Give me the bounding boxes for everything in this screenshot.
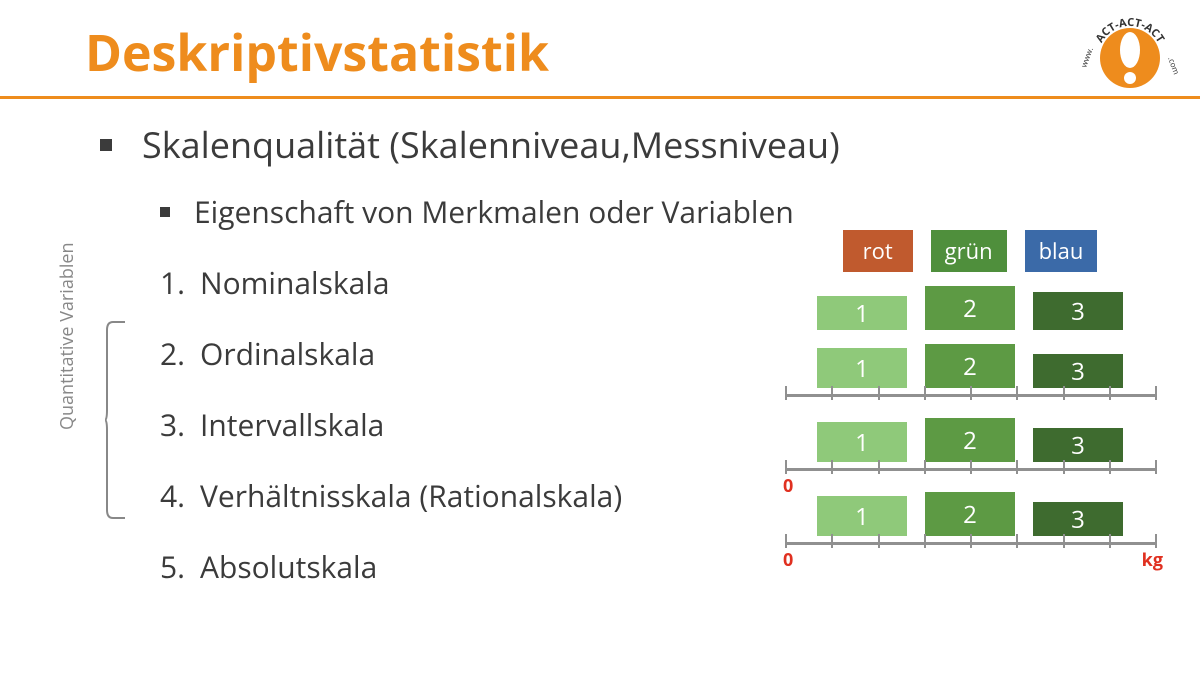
scale-box: 1 <box>817 348 907 388</box>
scale-box: 3 <box>1033 292 1123 330</box>
scale-box: 1 <box>817 296 907 330</box>
list-text: Absolutskala <box>200 546 377 587</box>
axis-unit: kg <box>1142 548 1163 572</box>
quantitative-label: Quantitative Variablen <box>55 242 79 430</box>
interval-row: 123 <box>785 344 1155 388</box>
ratio-row: 123 <box>785 418 1155 462</box>
nominal-tag: blau <box>1025 230 1098 272</box>
scale-box: 3 <box>1033 354 1123 388</box>
absolute-row: 123 <box>785 492 1155 536</box>
list-text: Ordinalskala <box>200 333 375 374</box>
scale-box: 1 <box>817 496 907 536</box>
logo-com: .com <box>1165 55 1180 76</box>
scale-box: 2 <box>925 492 1015 536</box>
exclamation-body-icon <box>1120 32 1140 68</box>
list-text: Nominalskala <box>200 262 390 303</box>
square-bullet-icon <box>160 207 170 217</box>
main-bullet-text: Skalenqualität (Skalenniveau,Messniveau) <box>142 120 840 169</box>
sub-bullet-text: Eigenschaft von Merkmalen oder Variablen <box>194 191 794 232</box>
scale-box: 3 <box>1033 502 1123 536</box>
list-number: 2. <box>160 333 200 374</box>
scale-box: 1 <box>817 422 907 462</box>
list-number: 3. <box>160 404 200 445</box>
scale-box: 3 <box>1033 428 1123 462</box>
page-title: Deskriptivstatistik <box>0 0 1200 96</box>
nominal-tag: rot <box>843 230 913 272</box>
title-divider <box>0 96 1200 99</box>
brand-logo: ACT-ACT-ACT www. .com <box>1080 8 1180 108</box>
list-number: 4. <box>160 475 200 516</box>
sub-bullet: Eigenschaft von Merkmalen oder Variablen <box>160 191 1160 232</box>
main-bullet: Skalenqualität (Skalenniveau,Messniveau) <box>100 120 1160 169</box>
list-text: Verhältnisskala (Rationalskala) <box>200 475 622 516</box>
nominal-row: rotgrün blau <box>785 230 1155 272</box>
scale-diagram: rotgrünblau12312312301230kg <box>785 230 1155 566</box>
scale-box: 2 <box>925 286 1015 330</box>
scale-box: 2 <box>925 418 1015 462</box>
list-text: Intervallskala <box>200 404 384 445</box>
axis <box>785 390 1155 408</box>
logo-www: www. <box>1080 46 1096 69</box>
square-bullet-icon <box>100 139 112 151</box>
list-number: 1. <box>160 262 200 303</box>
nominal-tag: grün <box>931 230 1007 272</box>
axis: 0 <box>785 464 1155 482</box>
axis: 0kg <box>785 538 1155 556</box>
scale-box: 2 <box>925 344 1015 388</box>
axis-zero: 0 <box>783 548 793 572</box>
exclamation-dot-icon <box>1124 72 1136 84</box>
ordinal-row: 123 <box>785 286 1155 330</box>
list-number: 5. <box>160 546 200 587</box>
